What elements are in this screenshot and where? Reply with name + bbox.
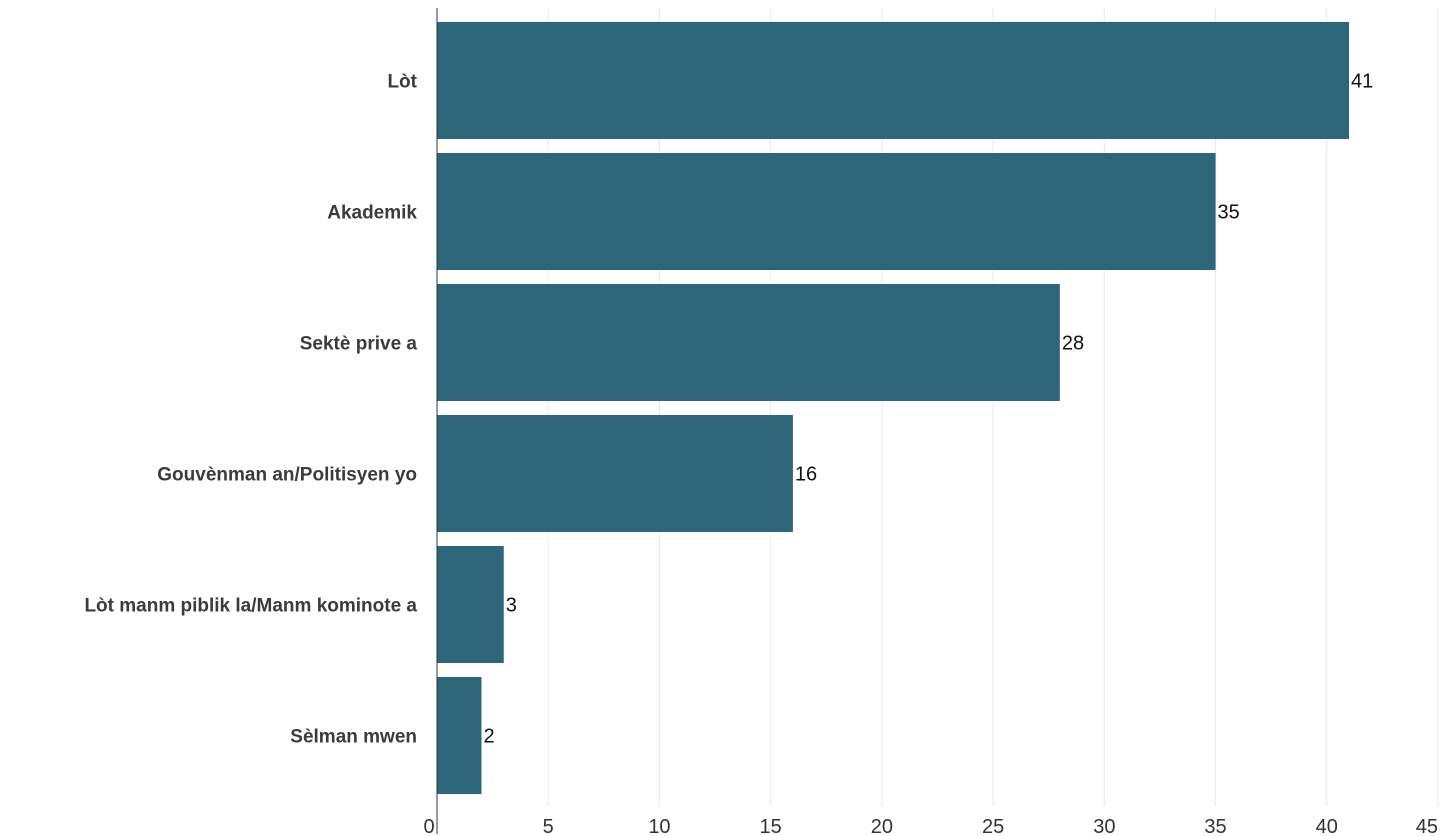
data-label-4: 3 xyxy=(506,595,517,617)
category-label-3: Gouvènman an/Politisyen yo xyxy=(157,465,417,486)
x-tick-label-45: 45 xyxy=(1416,816,1438,836)
gridlines xyxy=(547,8,1439,806)
x-tick-label-40: 40 xyxy=(1316,816,1338,836)
category-label-0: Lòt xyxy=(387,72,417,93)
data-label-2: 28 xyxy=(1062,333,1084,355)
data-label-3: 16 xyxy=(795,464,817,486)
bars xyxy=(437,22,1350,794)
x-tick-label-35: 35 xyxy=(1204,816,1226,836)
x-axis-ticks: 0 5 10 15 20 25 30 35 40 45 xyxy=(423,816,1438,836)
x-tick-label-30: 30 xyxy=(1093,816,1115,836)
data-label-1: 35 xyxy=(1218,202,1240,224)
data-labels: 41 35 28 16 3 2 xyxy=(483,71,1373,748)
category-label-1: Akademik xyxy=(327,203,417,224)
bar-5 xyxy=(437,677,482,794)
x-tick-label-20: 20 xyxy=(871,816,893,836)
x-tick-label-0: 0 xyxy=(423,816,434,836)
category-label-5: Sèlman mwen xyxy=(290,727,417,748)
category-labels: Lòt Akademik Sektè prive a Gouvènman an/Pol… xyxy=(84,72,417,748)
x-tick-label-5: 5 xyxy=(543,816,554,836)
category-label-2: Sektè prive a xyxy=(300,334,418,355)
bar-1 xyxy=(437,153,1216,270)
x-tick-label-10: 10 xyxy=(648,816,670,836)
bar-2 xyxy=(437,284,1060,401)
data-label-0: 41 xyxy=(1351,71,1373,93)
bar-4 xyxy=(437,546,504,663)
bar-3 xyxy=(437,415,793,532)
x-tick-label-15: 15 xyxy=(760,816,782,836)
x-tick-label-25: 25 xyxy=(982,816,1004,836)
category-label-4: Lòt manm piblik la/Manm kominote a xyxy=(84,596,417,617)
bar-0 xyxy=(437,22,1350,139)
data-label-5: 2 xyxy=(483,726,494,748)
